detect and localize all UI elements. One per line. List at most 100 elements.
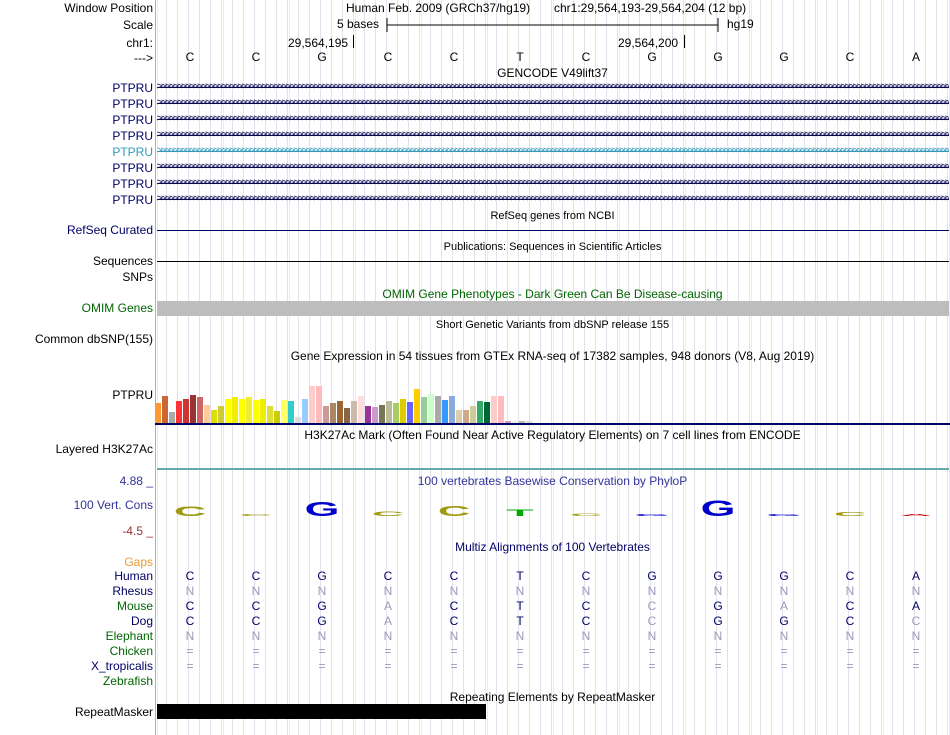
alignment-base: N	[779, 629, 789, 643]
gtex-tissue-bar[interactable]	[442, 400, 448, 423]
snps-label[interactable]: SNPs	[122, 270, 153, 284]
gtex-tissue-bar[interactable]	[526, 421, 532, 423]
gtex-tissue-bar[interactable]	[232, 397, 238, 423]
omim-label[interactable]: OMIM Genes	[81, 301, 153, 315]
refseq-label[interactable]: RefSeq Curated	[66, 223, 153, 237]
alignment-base: N	[449, 629, 459, 643]
dbsnp-label[interactable]: Common dbSNP(155)	[34, 332, 153, 346]
gencode-transcript[interactable]: >>>>>>>>>>>>>>>>>>>>>>>>>>>>>>>>>>>>>>>>…	[157, 113, 949, 124]
gtex-label[interactable]: PTPRU	[112, 388, 153, 402]
phylop-label[interactable]: 100 Vert. Cons	[73, 498, 153, 512]
gtex-tissue-bar[interactable]	[407, 402, 413, 423]
gtex-tissue-bar[interactable]	[169, 412, 175, 423]
gencode-gene-label[interactable]: PTPRU	[112, 113, 153, 127]
pubs-line[interactable]	[157, 261, 949, 262]
gtex-tissue-bar[interactable]	[267, 406, 273, 423]
omim-bar[interactable]	[157, 301, 949, 316]
gencode-gene-label[interactable]: PTPRU	[112, 81, 153, 95]
repeatmasker-element[interactable]	[157, 704, 486, 719]
gtex-tissue-bar[interactable]	[477, 401, 483, 423]
gtex-tissue-bar[interactable]	[218, 406, 224, 423]
gtex-tissue-bar[interactable]	[456, 410, 462, 423]
alignment-base: =	[186, 644, 194, 658]
species-label[interactable]: Elephant	[105, 629, 153, 643]
species-label[interactable]: Zebrafish	[102, 674, 153, 688]
repeatmasker-label[interactable]: RepeatMasker	[74, 705, 153, 719]
gtex-tissue-bar[interactable]	[463, 410, 469, 423]
species-label[interactable]: Chicken	[109, 644, 153, 658]
gtex-tissue-bar[interactable]	[435, 396, 441, 423]
gtex-tissue-bar[interactable]	[351, 401, 357, 423]
gtex-tissue-bar[interactable]	[393, 403, 399, 423]
gtex-tissue-bar[interactable]	[211, 410, 217, 423]
h3k27ac-label[interactable]: Layered H3K27Ac	[55, 442, 153, 456]
gencode-transcript[interactable]: >>>>>>>>>>>>>>>>>>>>>>>>>>>>>>>>>>>>>>>>…	[157, 161, 949, 172]
refseq-line[interactable]	[157, 230, 949, 231]
gtex-tissue-bar[interactable]	[365, 406, 371, 423]
gtex-tissue-bar[interactable]	[274, 411, 280, 423]
species-label[interactable]: Rhesus	[112, 584, 153, 598]
gtex-tissue-bar[interactable]	[260, 399, 266, 423]
gtex-tissue-bar[interactable]	[372, 407, 378, 423]
gtex-tissue-bar[interactable]	[253, 400, 259, 423]
pubs-label[interactable]: Sequences	[92, 254, 153, 268]
species-label[interactable]: X_tropicalis	[90, 659, 153, 673]
gtex-tissue-bar[interactable]	[414, 389, 420, 423]
gtex-tissue-bar[interactable]	[302, 399, 308, 423]
gtex-tissue-bar[interactable]	[183, 399, 189, 423]
gtex-tissue-bar[interactable]	[428, 394, 434, 423]
gaps-label[interactable]: Gaps	[124, 555, 153, 569]
gtex-tissue-bar[interactable]	[379, 405, 385, 423]
gencode-transcript[interactable]: >>>>>>>>>>>>>>>>>>>>>>>>>>>>>>>>>>>>>>>>…	[157, 177, 949, 188]
gtex-tissue-bar[interactable]	[358, 396, 364, 423]
gtex-tissue-bar[interactable]	[421, 397, 427, 423]
gtex-tissue-bar[interactable]	[309, 386, 315, 423]
species-label[interactable]: Mouse	[116, 599, 153, 613]
species-label[interactable]: Human	[114, 569, 153, 583]
gencode-gene-label[interactable]: PTPRU	[112, 129, 153, 143]
gtex-tissue-bar[interactable]	[176, 401, 182, 423]
gencode-transcript[interactable]: >>>>>>>>>>>>>>>>>>>>>>>>>>>>>>>>>>>>>>>>…	[157, 81, 949, 92]
gtex-tissue-bar[interactable]	[505, 421, 511, 423]
gtex-tissue-bar[interactable]	[470, 406, 476, 423]
gencode-transcript[interactable]: >>>>>>>>>>>>>>>>>>>>>>>>>>>>>>>>>>>>>>>>…	[157, 193, 949, 204]
gencode-gene-label[interactable]: PTPRU	[112, 193, 153, 207]
gtex-tissue-bar[interactable]	[330, 403, 336, 423]
gtex-tissue-bar[interactable]	[337, 401, 343, 423]
gtex-tissue-bar[interactable]	[281, 400, 287, 423]
gtex-tissue-bar[interactable]	[225, 399, 231, 423]
gtex-tissue-bar[interactable]	[316, 386, 322, 423]
gtex-tissue-bar[interactable]	[197, 397, 203, 423]
gencode-transcript[interactable]: >>>>>>>>>>>>>>>>>>>>>>>>>>>>>>>>>>>>>>>>…	[157, 145, 949, 156]
gtex-bar-chart[interactable]	[155, 362, 535, 423]
gtex-tissue-bar[interactable]	[162, 396, 168, 423]
gencode-gene-label[interactable]: PTPRU	[112, 97, 153, 111]
gencode-gene-label[interactable]: PTPRU	[112, 145, 153, 159]
gencode-gene-label[interactable]: PTPRU	[112, 177, 153, 191]
gencode-gene-label[interactable]: PTPRU	[112, 161, 153, 175]
gtex-tissue-bar[interactable]	[295, 417, 301, 423]
gtex-tissue-bar[interactable]	[239, 399, 245, 423]
gencode-transcript[interactable]: >>>>>>>>>>>>>>>>>>>>>>>>>>>>>>>>>>>>>>>>…	[157, 97, 949, 108]
gencode-transcript[interactable]: >>>>>>>>>>>>>>>>>>>>>>>>>>>>>>>>>>>>>>>>…	[157, 129, 949, 140]
gtex-tissue-bar[interactable]	[519, 421, 525, 423]
alignment-base: T	[516, 569, 524, 583]
gtex-tissue-bar[interactable]	[344, 408, 350, 423]
gtex-tissue-bar[interactable]	[400, 399, 406, 423]
gtex-tissue-bar[interactable]	[246, 397, 252, 423]
h3k27ac-signal[interactable]	[157, 468, 949, 470]
gtex-tissue-bar[interactable]	[512, 421, 518, 423]
gtex-tissue-bar[interactable]	[204, 405, 210, 423]
gtex-tissue-bar[interactable]	[155, 403, 161, 423]
species-label[interactable]: Dog	[130, 614, 153, 628]
gtex-tissue-bar[interactable]	[498, 396, 504, 423]
gtex-tissue-bar[interactable]	[449, 396, 455, 423]
gtex-tissue-bar[interactable]	[323, 406, 329, 423]
gtex-tissue-bar[interactable]	[484, 402, 490, 423]
gtex-tissue-bar[interactable]	[288, 401, 294, 423]
gtex-tissue-bar[interactable]	[386, 401, 392, 423]
gtex-tissue-bar[interactable]	[491, 396, 497, 423]
gtex-tissue-bar[interactable]	[190, 395, 196, 423]
